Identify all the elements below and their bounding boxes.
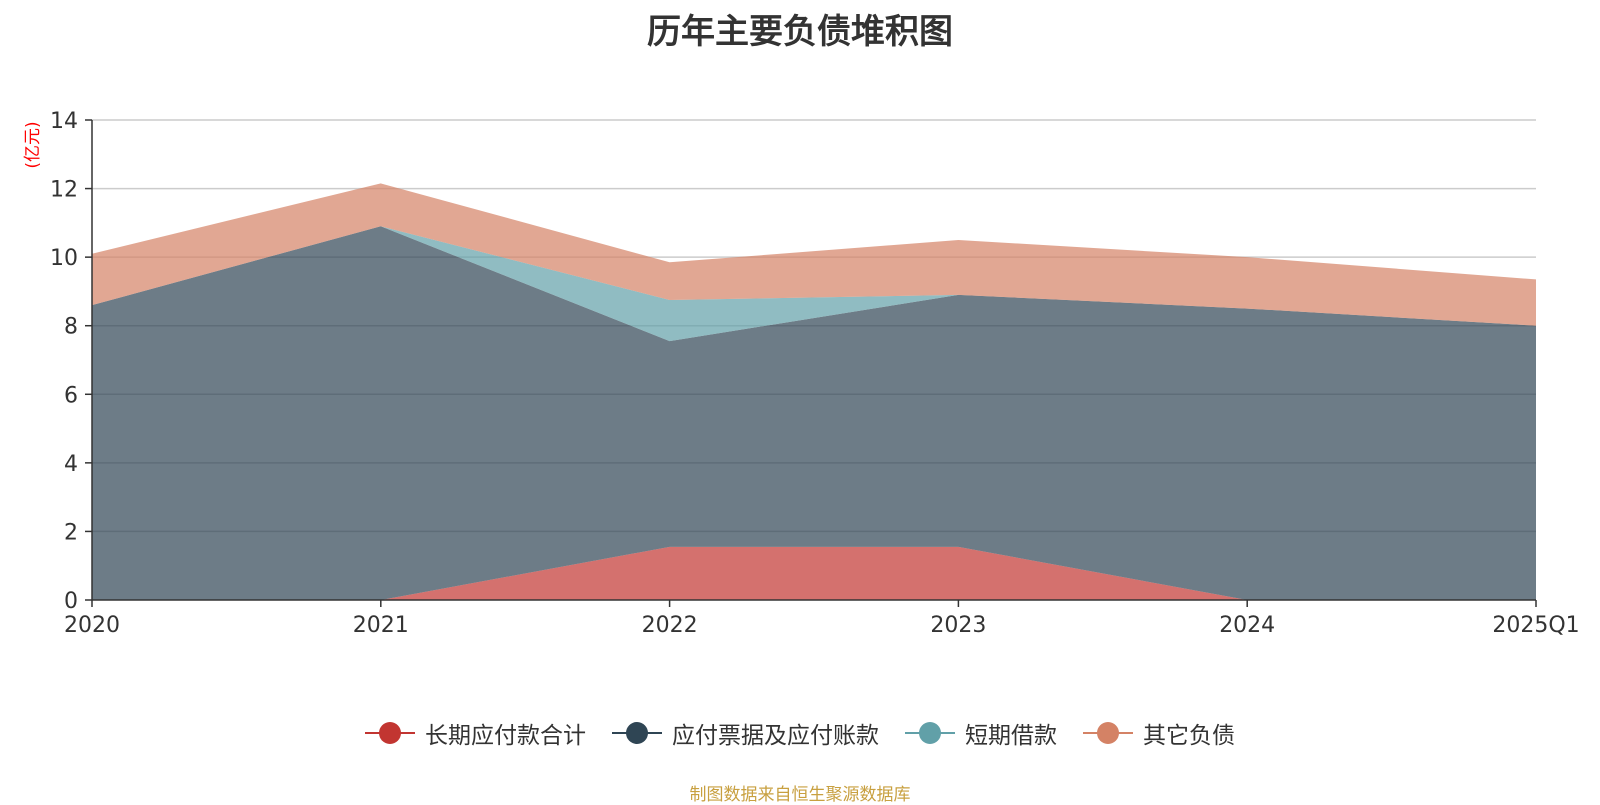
y-axis-unit-label: (亿元) xyxy=(23,121,43,168)
legend-marker-icon xyxy=(612,721,662,745)
legend-marker-icon xyxy=(1083,721,1133,745)
legend-item-0[interactable]: 长期应付款合计 xyxy=(365,716,586,750)
y-tick-label-5: 10 xyxy=(50,246,78,271)
y-tick-label-7: 14 xyxy=(50,109,78,134)
legend-label: 其它负债 xyxy=(1143,723,1235,749)
axes: 0 2 4 6 8 10 12 14 2020 2021 2022 2023 2024 2025Q1 xyxy=(50,109,1580,638)
legend-label: 应付票据及应付账款 xyxy=(672,723,879,749)
x-tick-label-1: 2021 xyxy=(353,613,409,638)
legend-item-3[interactable]: 其它负债 xyxy=(1083,716,1235,750)
x-tick-label-5: 2025Q1 xyxy=(1492,613,1579,638)
y-tick-label-6: 12 xyxy=(50,178,78,203)
legend-item-2[interactable]: 短期借款 xyxy=(905,716,1057,750)
area-series-3 xyxy=(92,183,1536,326)
x-tick-label-3: 2023 xyxy=(930,613,986,638)
legend-marker-icon xyxy=(905,721,955,745)
stacked-area-chart: 0 2 4 6 8 10 12 14 2020 2021 2022 2023 2024 2025Q1 (亿… xyxy=(23,109,1580,638)
chart-title: 历年主要负债堆积图 xyxy=(647,12,953,52)
x-tick-label-0: 2020 xyxy=(64,613,120,638)
x-tick-label-2: 2022 xyxy=(642,613,698,638)
area-series-0 xyxy=(92,546,1536,600)
legend-label: 长期应付款合计 xyxy=(425,723,586,749)
legend-marker-icon xyxy=(365,721,415,745)
y-tick-label-2: 4 xyxy=(64,452,78,477)
area-series-1 xyxy=(92,226,1536,601)
legend-label: 短期借款 xyxy=(965,723,1057,749)
x-tick-label-4: 2024 xyxy=(1219,613,1275,638)
area-series-2 xyxy=(92,226,1536,342)
y-tick-label-1: 2 xyxy=(64,520,78,545)
y-tick-label-0: 0 xyxy=(64,589,78,614)
legend-item-1[interactable]: 应付票据及应付账款 xyxy=(612,716,879,750)
legend: 长期应付款合计 应付票据及应付账款 短期借款 其它负债 xyxy=(0,716,1600,750)
source-note: 制图数据来自恒生聚源数据库 xyxy=(689,785,911,805)
y-tick-label-4: 8 xyxy=(64,315,78,340)
y-tick-label-3: 6 xyxy=(64,383,78,408)
area-series xyxy=(92,183,1536,601)
